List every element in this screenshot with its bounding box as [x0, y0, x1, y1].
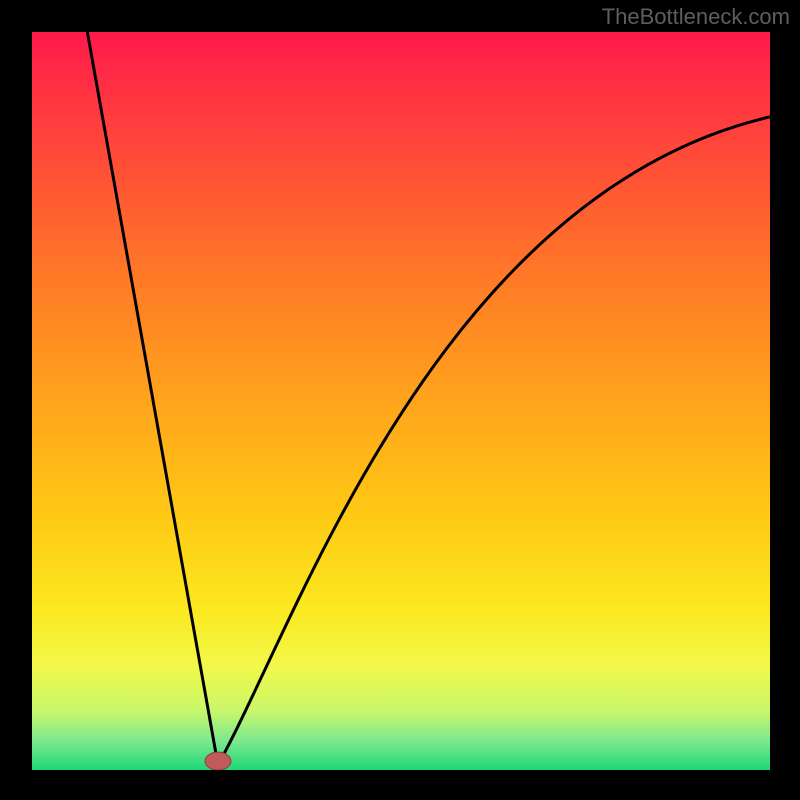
optimum-marker-layer [32, 32, 770, 770]
optimum-marker [205, 752, 231, 770]
watermark-text: TheBottleneck.com [602, 4, 790, 30]
chart-container: TheBottleneck.com [0, 0, 800, 800]
plot-area [32, 32, 770, 770]
